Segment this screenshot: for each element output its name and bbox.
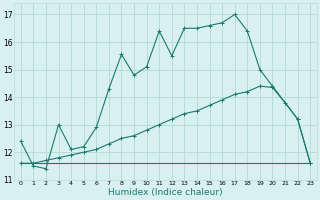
X-axis label: Humidex (Indice chaleur): Humidex (Indice chaleur) <box>108 188 223 197</box>
